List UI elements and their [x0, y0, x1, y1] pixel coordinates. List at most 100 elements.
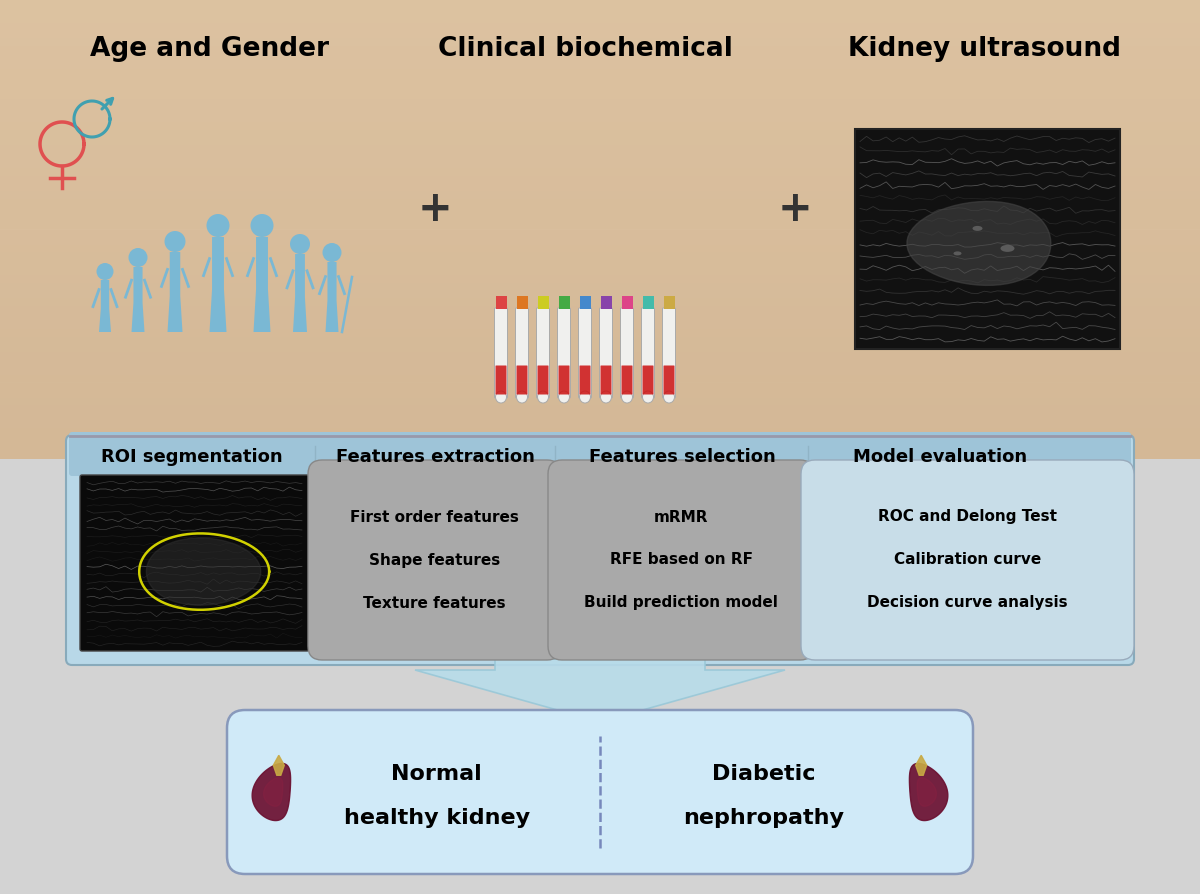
FancyBboxPatch shape: [538, 366, 548, 394]
FancyBboxPatch shape: [856, 129, 1120, 349]
Bar: [0, 30, 1200, 38]
Bar: [0, 406, 1200, 413]
Polygon shape: [210, 237, 227, 332]
Bar: [0, 38, 1200, 46]
Text: +: +: [418, 188, 452, 230]
FancyBboxPatch shape: [642, 308, 654, 398]
FancyBboxPatch shape: [662, 308, 676, 398]
Bar: [0, 451, 1200, 459]
Polygon shape: [98, 280, 112, 332]
Bar: [0, 138, 1200, 146]
Bar: [0, 299, 1200, 306]
Polygon shape: [907, 201, 1051, 285]
Polygon shape: [293, 254, 307, 332]
Ellipse shape: [642, 391, 654, 403]
FancyBboxPatch shape: [558, 366, 570, 394]
Bar: [0, 183, 1200, 191]
Text: RFE based on RF: RFE based on RF: [610, 552, 752, 568]
Bar: [0, 0, 1200, 459]
Bar: [0, 436, 1200, 443]
Bar: [0, 383, 1200, 390]
Ellipse shape: [600, 391, 612, 403]
Text: Decision curve analysis: Decision curve analysis: [868, 595, 1068, 611]
Ellipse shape: [516, 391, 528, 403]
Polygon shape: [325, 262, 338, 332]
Polygon shape: [168, 252, 182, 332]
Text: Age and Gender: Age and Gender: [90, 36, 330, 62]
Bar: [0, 459, 1200, 894]
Text: Features extraction: Features extraction: [336, 448, 534, 466]
Bar: [496, 296, 506, 309]
Text: Kidney ultrasound: Kidney ultrasound: [848, 36, 1122, 62]
Circle shape: [128, 248, 148, 267]
Bar: [0, 198, 1200, 207]
Bar: [558, 296, 570, 309]
Bar: [0, 114, 1200, 122]
Text: Model evaluation: Model evaluation: [853, 448, 1027, 466]
Polygon shape: [252, 763, 290, 821]
Polygon shape: [264, 778, 283, 806]
FancyBboxPatch shape: [600, 366, 612, 394]
FancyBboxPatch shape: [600, 308, 612, 398]
FancyBboxPatch shape: [802, 460, 1134, 660]
Bar: [0, 15, 1200, 23]
Bar: [0, 428, 1200, 436]
Ellipse shape: [538, 391, 548, 403]
Text: Texture features: Texture features: [364, 595, 506, 611]
Circle shape: [323, 243, 342, 262]
Bar: [0, 367, 1200, 375]
FancyBboxPatch shape: [664, 366, 674, 394]
Ellipse shape: [496, 391, 506, 403]
FancyBboxPatch shape: [558, 308, 570, 398]
Bar: [0, 84, 1200, 92]
Bar: [0, 245, 1200, 252]
Bar: [600, 296, 612, 309]
Text: ROI segmentation: ROI segmentation: [101, 448, 283, 466]
Ellipse shape: [664, 391, 674, 403]
Bar: [0, 260, 1200, 267]
Bar: [0, 176, 1200, 183]
Bar: [0, 390, 1200, 398]
FancyBboxPatch shape: [548, 460, 814, 660]
Bar: [0, 344, 1200, 352]
Bar: [0, 54, 1200, 61]
Text: Build prediction model: Build prediction model: [584, 595, 778, 611]
Ellipse shape: [1001, 245, 1014, 252]
Bar: [0, 375, 1200, 383]
Bar: [0, 275, 1200, 283]
Bar: [0, 352, 1200, 359]
Bar: [0, 107, 1200, 114]
Bar: [0, 314, 1200, 321]
Ellipse shape: [558, 391, 570, 403]
Circle shape: [251, 214, 274, 237]
Bar: [0, 230, 1200, 237]
Text: healthy kidney: healthy kidney: [343, 807, 529, 828]
Text: +: +: [778, 188, 812, 230]
Bar: [0, 329, 1200, 337]
Bar: [0, 168, 1200, 176]
Polygon shape: [146, 538, 260, 605]
FancyBboxPatch shape: [80, 475, 310, 651]
Bar: [0, 8, 1200, 15]
Bar: [0, 61, 1200, 69]
FancyBboxPatch shape: [66, 435, 1134, 665]
Bar: [580, 296, 590, 309]
FancyBboxPatch shape: [227, 710, 973, 874]
Ellipse shape: [580, 391, 590, 403]
Bar: [0, 46, 1200, 54]
FancyBboxPatch shape: [580, 366, 590, 394]
Bar: [664, 296, 674, 309]
FancyBboxPatch shape: [516, 308, 528, 398]
Bar: [0, 398, 1200, 406]
Circle shape: [96, 263, 114, 280]
FancyBboxPatch shape: [642, 366, 654, 394]
Bar: [0, 130, 1200, 138]
Bar: [0, 237, 1200, 245]
Bar: [0, 421, 1200, 428]
Text: First order features: First order features: [350, 510, 518, 525]
Bar: [0, 207, 1200, 215]
Bar: [0, 291, 1200, 299]
Ellipse shape: [622, 391, 632, 403]
FancyBboxPatch shape: [516, 366, 528, 394]
Bar: [0, 306, 1200, 314]
